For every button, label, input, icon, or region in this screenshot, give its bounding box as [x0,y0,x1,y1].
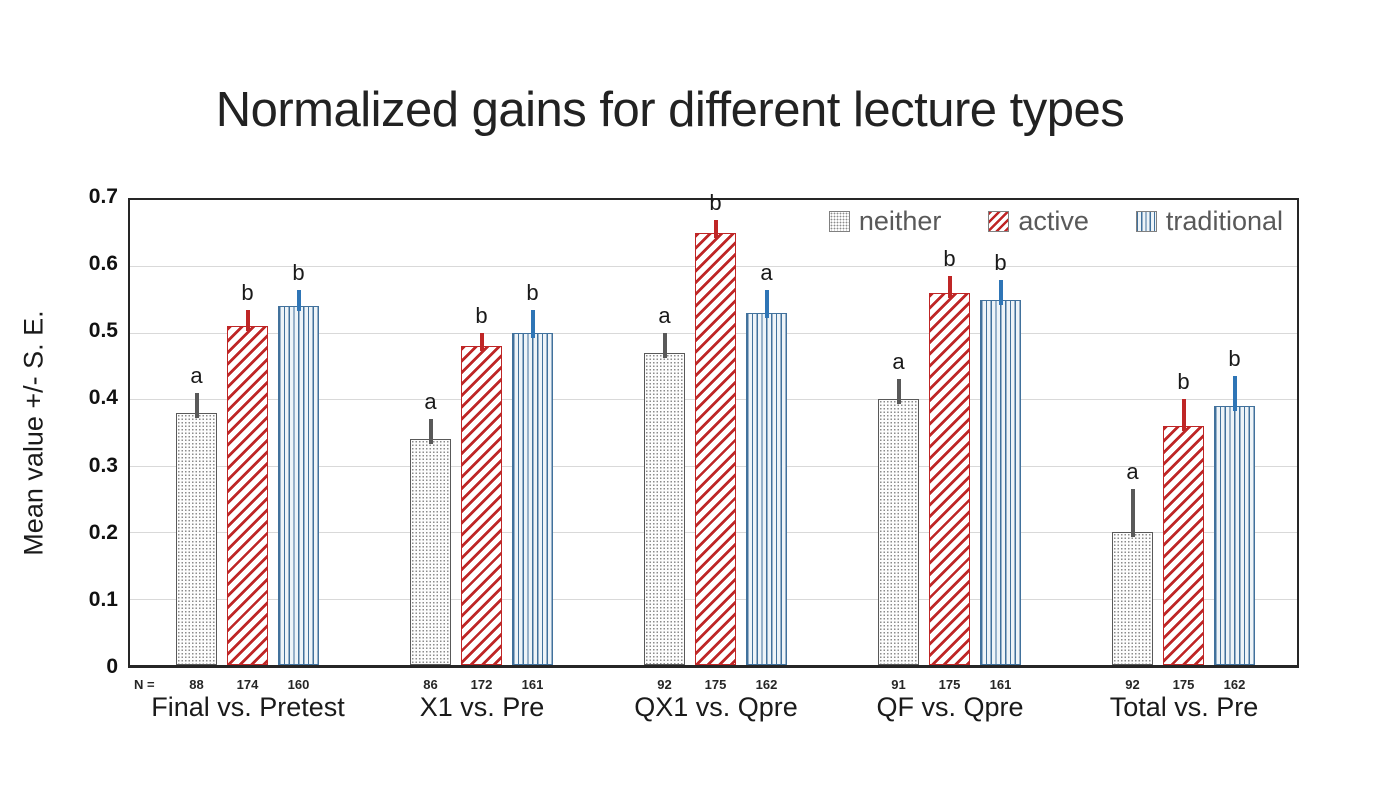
error-bar [713,219,718,239]
y-tick-label: 0.5 [88,319,118,343]
x-axis-label: Final vs. Pretest [151,692,345,722]
bar-active [695,233,736,665]
error-bar [662,332,667,358]
n-value: 161 [989,677,1012,692]
bar-traditional [746,312,787,665]
error-bar [998,279,1003,305]
bar-neither [644,352,685,665]
legend-label-traditional: traditional [1165,206,1283,236]
error-bar [194,392,199,418]
y-tick-label: 0.2 [88,520,118,544]
sig-letter: a [892,349,905,375]
n-value: 175 [704,677,727,692]
bar-active [1163,425,1204,665]
error-bar [1232,376,1237,411]
sig-letter: b [292,259,305,285]
plot-area: a a a a a b b b b b b b a b b neither active tradition… [128,191,1299,668]
bar-traditional [512,332,553,665]
n-value: 160 [287,677,310,692]
legend-item-neither: neither [828,206,942,237]
y-tick-label: 0.3 [88,453,118,477]
bar-traditional [980,299,1021,665]
diagonal-stripes-swatch-icon [988,211,1010,232]
dots-pattern-swatch-icon [828,211,850,232]
n-equals-label: N = [134,677,155,692]
error-bar [1181,399,1186,431]
legend-label-active: active [1018,206,1089,236]
error-bar [296,289,301,312]
bar-neither [1112,532,1153,665]
n-value: 92 [657,677,672,692]
vertical-stripes-swatch-icon [1135,211,1157,232]
x-axis-labels: Final vs. Pretest X1 vs. Pre QX1 vs. Qpre Q… [130,692,1297,728]
legend-label-neither: neither [858,206,942,236]
x-axis-label: X1 vs. Pre [419,692,545,722]
x-axis-label: Total vs. Pre [1109,692,1259,722]
chart-title: Normalized gains for different lecture t… [215,83,1125,137]
n-value: 88 [189,677,204,692]
n-value: 175 [938,677,961,692]
sig-letter: b [709,189,722,215]
sig-letter: b [1177,369,1190,395]
sig-letter: b [526,279,539,305]
n-value: 86 [423,677,438,692]
y-axis-ticks: 0.7 0.6 0.5 0.4 0.3 0.2 0.1 0 [0,185,118,678]
bar-neither [410,439,451,665]
error-bar [896,379,901,405]
sig-letter: a [658,302,671,328]
n-value: 174 [236,677,259,692]
error-bar [947,276,952,298]
y-tick-label: 0.4 [88,386,118,410]
bar-active [929,293,970,665]
n-value: 162 [755,677,778,692]
n-value: 175 [1172,677,1195,692]
y-tick-label: 0.1 [88,587,118,611]
sig-letter: b [943,246,956,272]
sig-letter: a [760,259,773,285]
bar-traditional [278,306,319,665]
legend-item-active: active [988,206,1089,237]
bar-active [227,326,268,665]
sig-letter: b [241,279,254,305]
sig-letter: a [1126,458,1139,484]
legend-item-traditional: traditional [1135,206,1283,237]
bar-neither [878,399,919,665]
n-value: 162 [1223,677,1246,692]
legend: neither active traditional [828,206,1283,237]
sig-letter: b [994,249,1007,275]
sig-letter: b [1228,346,1241,372]
x-axis-label: QX1 vs. Qpre [634,692,798,722]
y-tick-label: 0.7 [88,185,118,208]
sig-letter: b [475,302,488,328]
bar-neither [176,412,217,665]
n-value: 161 [521,677,544,692]
y-tick-label: 0 [106,655,118,678]
y-tick-label: 0.6 [88,252,118,276]
error-bar [479,332,484,352]
n-value: 172 [470,677,493,692]
error-bar [764,289,769,318]
bar-active [461,346,502,665]
n-values-row: 88 86 92 91 92 174 172 175 175 175 160 161 162 161 162 [130,675,1297,693]
x-axis-label: QF vs. Qpre [876,692,1024,722]
error-bar [530,309,535,338]
n-value: 92 [1125,677,1140,692]
sig-letter: a [190,362,203,388]
error-bar [428,419,433,445]
sig-letter: a [424,389,437,415]
bar-traditional [1214,405,1255,665]
error-bar [245,309,250,332]
n-value: 91 [891,677,906,692]
error-bar [1130,488,1135,538]
